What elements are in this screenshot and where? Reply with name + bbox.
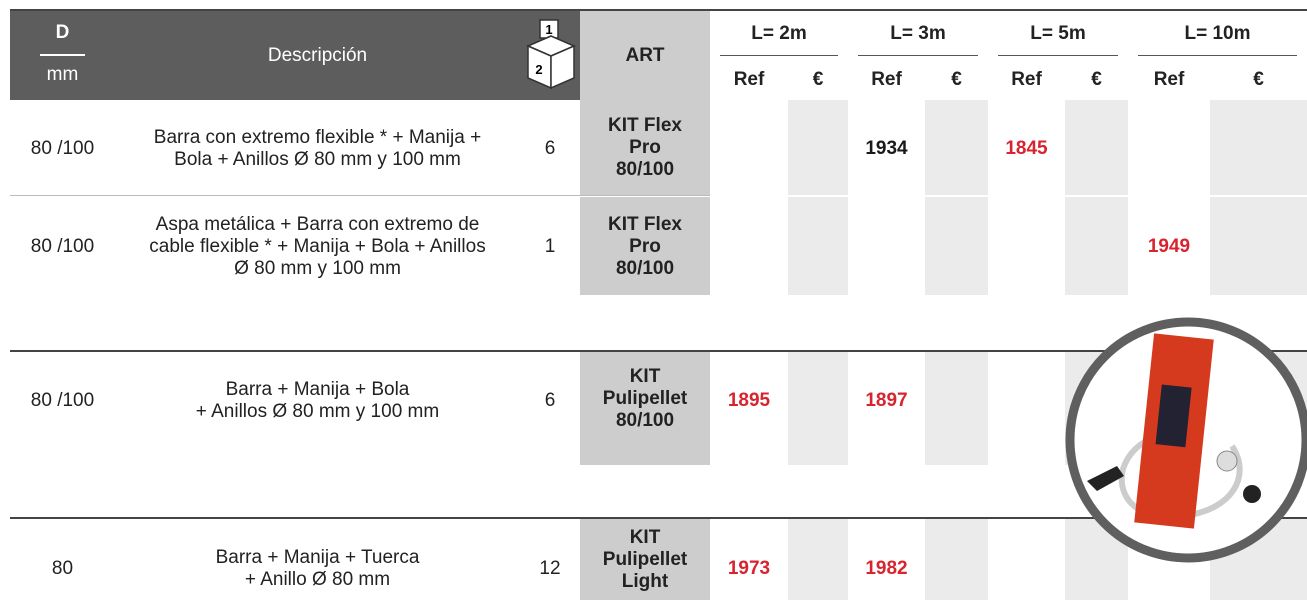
d-header: D bbox=[55, 21, 70, 43]
qty-cell: 6 bbox=[544, 389, 556, 411]
euro-stripe bbox=[788, 100, 848, 195]
length-header: L= 2m bbox=[751, 22, 807, 44]
row-rule bbox=[10, 517, 1307, 519]
ref-cell: 1934 bbox=[865, 137, 908, 159]
ref-cell: 1973 bbox=[727, 557, 771, 579]
art-bg bbox=[580, 197, 710, 295]
euro-stripe bbox=[1065, 100, 1128, 195]
art-header: ART bbox=[625, 44, 665, 66]
description-header: Descripción bbox=[267, 44, 368, 66]
length-rule bbox=[998, 55, 1118, 56]
art-line: Light bbox=[621, 571, 669, 592]
art-line: KIT bbox=[629, 366, 661, 387]
description-line: Aspa metálica + Barra con extremo de bbox=[155, 213, 480, 235]
qty-cell: 6 bbox=[544, 137, 556, 159]
art-line: KIT Flex bbox=[608, 115, 682, 136]
ref-cell: 1949 bbox=[1147, 235, 1191, 257]
art-line: 80/100 bbox=[615, 410, 675, 431]
description-line: Barra con extremo flexible * + Manija + bbox=[153, 126, 482, 148]
art-bg bbox=[580, 352, 710, 465]
art-line: KIT bbox=[629, 527, 661, 548]
top-rule bbox=[10, 9, 1307, 11]
art-line: Pulipellet bbox=[602, 388, 688, 409]
length-rule bbox=[1138, 55, 1297, 56]
ref-cell: 1895 bbox=[727, 389, 771, 411]
euro-stripe bbox=[925, 197, 988, 295]
subheader: Ref bbox=[871, 68, 902, 90]
ref-cell: 1845 bbox=[1005, 137, 1048, 159]
d-rule bbox=[40, 54, 85, 56]
d-cell: 80 /100 bbox=[30, 137, 95, 159]
row-rule bbox=[10, 195, 710, 196]
length-header: L= 3m bbox=[890, 22, 946, 44]
product-photo bbox=[1065, 317, 1307, 563]
description-line: + Anillo Ø 80 mm bbox=[244, 568, 391, 590]
d-cell: 80 /100 bbox=[30, 235, 95, 257]
unit-header: mm bbox=[46, 63, 79, 85]
description-line: Bola + Anillos Ø 80 mm y 100 mm bbox=[174, 148, 461, 170]
ref-cell: 1982 bbox=[865, 557, 908, 579]
length-rule bbox=[720, 55, 838, 56]
description-line: Barra + Manija + Tuerca bbox=[215, 546, 420, 568]
description-line: Ø 80 mm y 100 mm bbox=[234, 257, 401, 279]
subheader: € bbox=[1253, 68, 1264, 90]
euro-stripe bbox=[1210, 100, 1307, 195]
art-bg bbox=[580, 100, 710, 195]
art-bg bbox=[580, 519, 710, 600]
euro-stripe bbox=[925, 352, 988, 465]
euro-stripe bbox=[925, 100, 988, 195]
description-line: cable flexible * + Manija + Bola + Anill… bbox=[149, 235, 486, 257]
euro-stripe bbox=[788, 519, 848, 600]
box-icon: 1 2 bbox=[526, 19, 576, 90]
subheader: € bbox=[812, 68, 824, 90]
box-top: 1 bbox=[545, 22, 552, 37]
header-dark bbox=[10, 10, 580, 100]
art-line: KIT Flex bbox=[608, 213, 682, 235]
euro-stripe bbox=[925, 519, 988, 600]
length-header: L= 10m bbox=[1184, 22, 1251, 44]
euro-stripe bbox=[788, 352, 848, 465]
art-line: Pulipellet bbox=[602, 549, 688, 570]
art-line: 80/100 bbox=[615, 159, 675, 180]
ref-cell: 1897 bbox=[865, 389, 908, 411]
subheader: Ref bbox=[1153, 68, 1185, 90]
qty-cell: 12 bbox=[539, 557, 561, 579]
euro-stripe bbox=[1210, 197, 1307, 295]
length-rule bbox=[858, 55, 978, 56]
description-line: Barra + Manija + Bola bbox=[225, 378, 410, 400]
subheader: € bbox=[951, 68, 962, 90]
length-header: L= 5m bbox=[1030, 22, 1086, 44]
subheader: Ref bbox=[733, 68, 765, 90]
art-line: 80/100 bbox=[615, 257, 675, 279]
row-rule bbox=[10, 350, 1307, 352]
box-bottom: 2 bbox=[535, 62, 542, 77]
header-art-bg bbox=[580, 10, 710, 100]
art-line: Pro bbox=[629, 235, 661, 257]
description-line: + Anillos Ø 80 mm y 100 mm bbox=[195, 400, 440, 422]
d-cell: 80 /100 bbox=[30, 389, 95, 411]
qty-cell: 1 bbox=[544, 235, 556, 257]
subheader: Ref bbox=[1011, 68, 1042, 90]
euro-stripe bbox=[788, 197, 848, 295]
euro-stripe bbox=[1065, 197, 1128, 295]
d-cell: 80 bbox=[51, 557, 74, 579]
art-line: Pro bbox=[629, 137, 661, 158]
subheader: € bbox=[1091, 68, 1102, 90]
